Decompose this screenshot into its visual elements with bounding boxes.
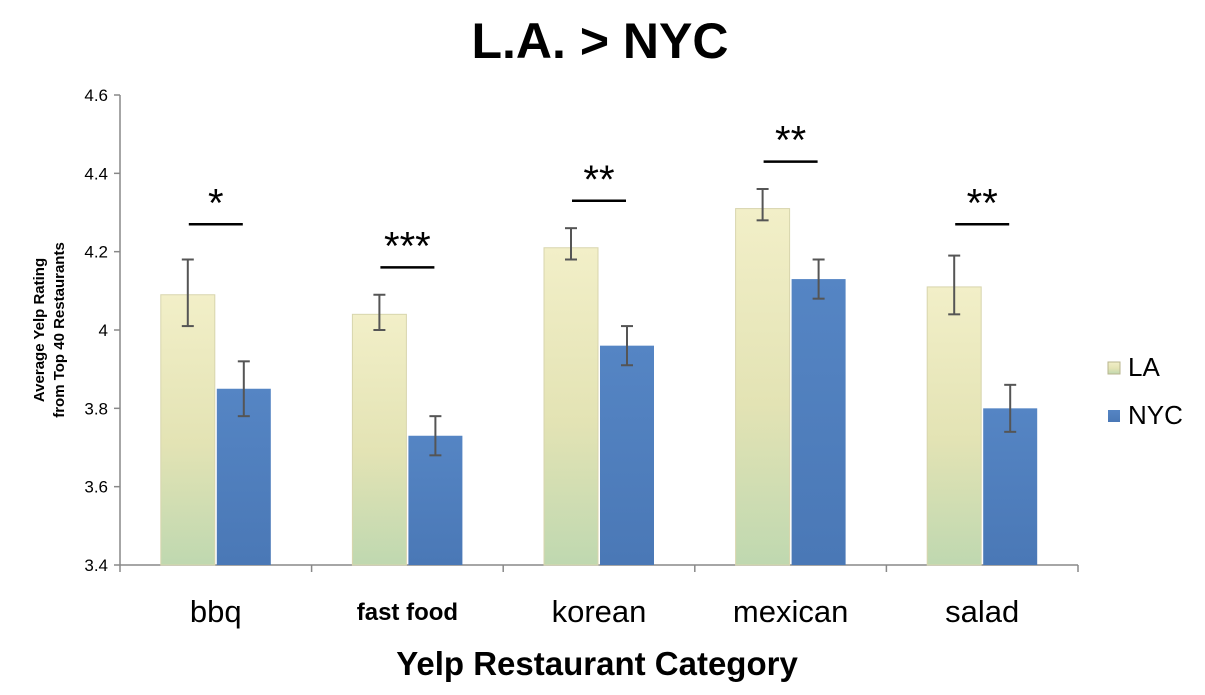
significance-stars: ** [583,158,614,202]
x-tick-label: salad [945,594,1019,629]
x-tick-label: korean [552,594,647,629]
bar-nyc [983,408,1038,565]
x-tick-label: bbq [190,594,242,629]
y-axis-label-line-2: from Top 40 Restaurants [51,242,68,418]
bar-nyc [600,345,654,565]
significance-stars: *** [384,224,431,268]
legend-label: NYC [1128,400,1183,430]
bar-la [926,286,982,566]
y-tick-label: 4.2 [84,243,108,262]
bar-nyc [408,435,463,565]
legend-swatch [1107,361,1121,375]
legend-swatch [1108,410,1120,422]
bar-la [351,313,407,566]
plot-area: 3.4 3.6 3.8 4 4.2 4.4 4.6 bbq fast food korean mex… [84,86,1079,629]
significance-stars: ** [967,181,998,225]
bar-nyc [216,388,271,565]
legend: LA NYC [1107,352,1183,430]
y-tick-label: 3.6 [84,478,108,497]
x-axis-label: Yelp Restaurant Category [396,645,798,682]
y-tick-label: 4.6 [84,86,108,105]
x-tick-label: fast food [357,599,458,626]
y-tick-label: 4 [99,321,108,340]
bar-la [160,294,216,566]
legend-label: LA [1128,352,1160,382]
y-tick-label: 4.4 [84,164,108,183]
bar-nyc [791,279,846,565]
bar-la [543,247,599,566]
x-tick-label: mexican [733,594,848,629]
y-axis-label: Average Yelp Rating from Top 40 Restaura… [31,242,68,418]
y-axis-label-line-1: Average Yelp Rating [31,258,48,402]
bar-la [735,208,791,566]
chart-title: L.A. > NYC [472,13,729,69]
y-tick-label: 3.8 [84,399,108,418]
y-tick-label: 3.4 [84,556,108,575]
significance-stars: ** [775,119,806,163]
significance-stars: * [208,181,224,225]
